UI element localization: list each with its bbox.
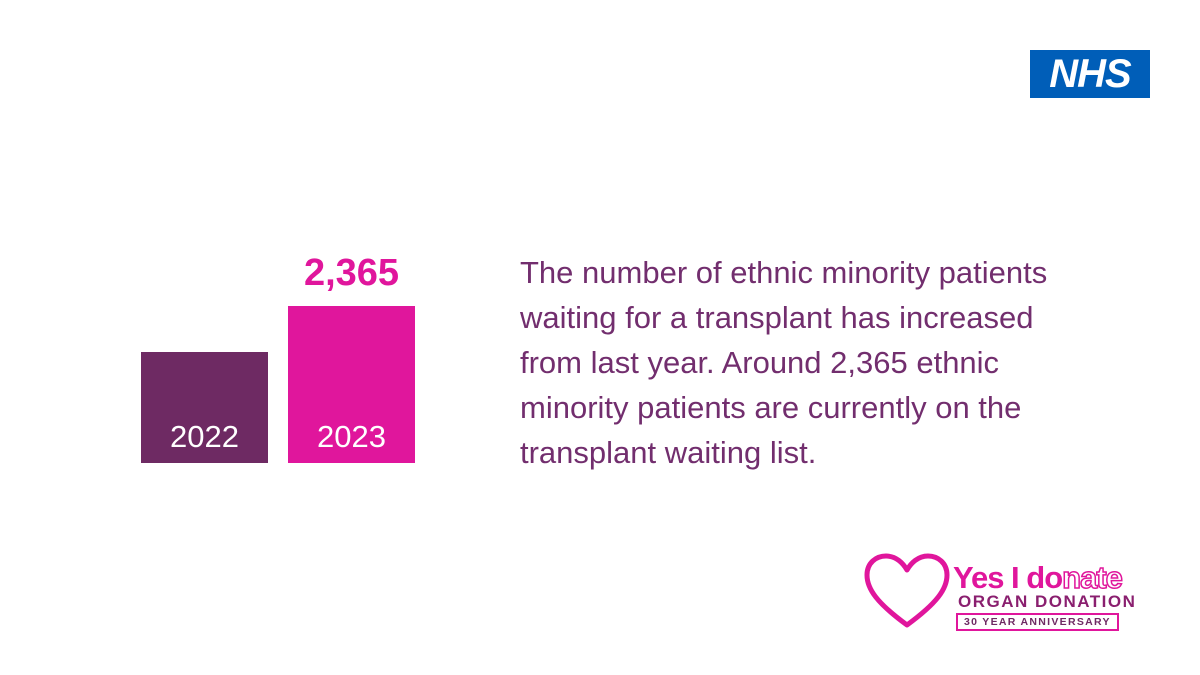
category-label: 2023 bbox=[317, 419, 386, 454]
category-label: 2022 bbox=[170, 419, 239, 454]
value-label: 2,365 bbox=[303, 252, 400, 294]
description: The number of ethnic minority patients w… bbox=[520, 255, 1048, 470]
campaign-subtitle: ORGAN DONATION bbox=[958, 592, 1137, 611]
campaign-bold: Yes I do bbox=[953, 560, 1063, 595]
heart-icon bbox=[864, 553, 950, 628]
bar bbox=[288, 306, 415, 463]
campaign-outline: nate bbox=[1061, 559, 1123, 596]
bar bbox=[141, 352, 268, 463]
chart: 2022 2023 2,365 bbox=[0, 0, 500, 675]
campaign-name: Yes I donate bbox=[953, 559, 1124, 596]
nhs-logo: NHS bbox=[1030, 50, 1150, 98]
anniversary-badge: 30 YEAR ANNIVERSARY bbox=[956, 613, 1119, 631]
